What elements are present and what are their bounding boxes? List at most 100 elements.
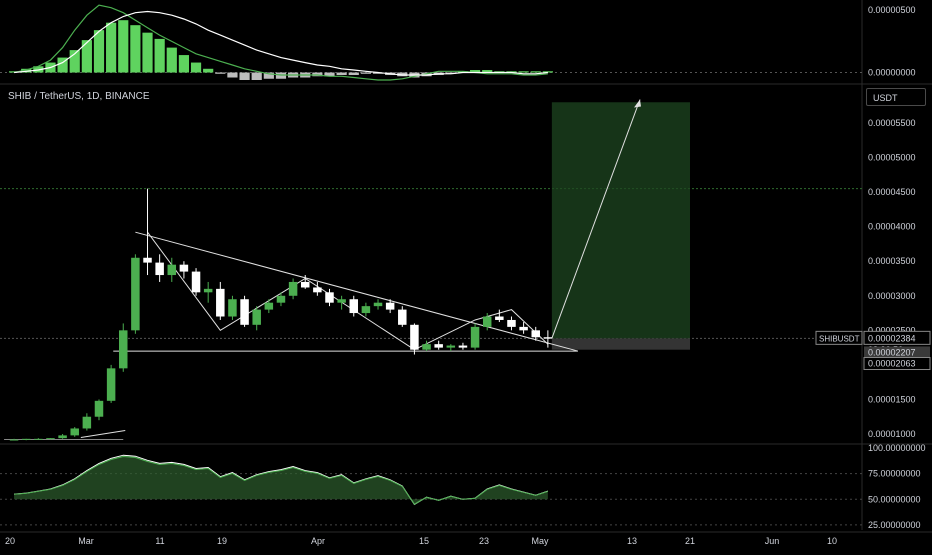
- price-tick-label: 0.00003500: [868, 256, 916, 266]
- x-axis-label: Mar: [78, 536, 94, 546]
- x-axis-label: 13: [627, 536, 637, 546]
- rsi-tick-label: 75.00000000: [868, 469, 921, 479]
- macd-histogram-bar: [348, 72, 359, 76]
- x-axis-label: 20: [5, 536, 15, 546]
- candle-body: [410, 324, 419, 350]
- x-axis-label: 23: [479, 536, 489, 546]
- macd-histogram-bar: [118, 20, 129, 73]
- macd-histogram-bar: [542, 71, 553, 73]
- price-tick-label: 0.00005000: [868, 153, 916, 163]
- candle-body: [422, 344, 431, 350]
- symbol-label: SHIBUSDT: [819, 334, 860, 343]
- candle-body: [179, 264, 189, 272]
- candle-body: [21, 438, 31, 440]
- symbol-title: SHIB / TetherUS, 1D, BINANCE: [8, 91, 150, 102]
- candle-body: [167, 264, 177, 276]
- level-2-box: [863, 357, 931, 371]
- x-axis-label: May: [531, 536, 549, 546]
- macd-histogram-bar: [69, 50, 80, 73]
- candle-body: [9, 439, 19, 441]
- candle-body: [313, 287, 322, 293]
- price-tick-label: 0.00004000: [868, 222, 916, 232]
- candle-body: [325, 292, 334, 303]
- candle-body: [531, 330, 540, 338]
- candle-body: [106, 368, 116, 401]
- macd-histogram-bar: [178, 55, 190, 73]
- x-axis-label: 11: [155, 536, 164, 546]
- rsi-tick-label: 50.00000000: [868, 494, 921, 504]
- macd-histogram-bar: [336, 72, 347, 76]
- macd-histogram-bar: [263, 72, 274, 79]
- rsi-area: [14, 455, 548, 505]
- last-price-label: 0.00002384: [868, 333, 916, 343]
- candle-body: [276, 295, 286, 303]
- candle-body: [240, 299, 249, 325]
- macd-histogram-bar: [93, 30, 105, 73]
- macd-histogram-bar: [190, 62, 202, 73]
- stop-zone: [551, 338, 690, 350]
- candle-body: [458, 345, 468, 348]
- candle-body: [288, 281, 298, 296]
- projection-arrowhead: [634, 99, 641, 108]
- currency-selector[interactable]: USDT: [866, 88, 926, 106]
- macd-histogram-bar: [106, 22, 117, 73]
- candle-body: [446, 345, 456, 348]
- candle-body: [58, 435, 67, 439]
- candle-body: [119, 330, 128, 369]
- price-tick-label: 0.00002500: [868, 325, 916, 335]
- macd-signal-line: [14, 10, 548, 76]
- macd-histogram-bar: [445, 72, 456, 74]
- candle-body: [398, 309, 407, 325]
- candle-body: [191, 271, 201, 293]
- x-axis-label: Jun: [765, 536, 780, 546]
- x-axis-label: 10: [827, 536, 837, 546]
- macd-histogram-bar: [251, 72, 262, 80]
- candle-body: [470, 326, 480, 348]
- rsi-tick-label: 25.00000000: [868, 520, 921, 530]
- candle-body: [82, 416, 92, 429]
- price-tick-label: 0.00003000: [868, 291, 916, 301]
- macd-histogram-bar: [215, 72, 226, 74]
- candle-body: [300, 281, 310, 288]
- x-axis-label: Apr: [311, 536, 325, 546]
- candle-body: [155, 262, 164, 276]
- breakout-trendline: [80, 430, 126, 438]
- macd-histogram-bar: [81, 40, 92, 73]
- candle-body: [94, 400, 104, 417]
- candle-body: [361, 306, 371, 314]
- macd-histogram-bar: [154, 38, 165, 73]
- price-tick-label: 0.00004500: [868, 187, 916, 197]
- macd-line: [13, 4, 548, 81]
- candle-body: [34, 438, 43, 440]
- candle-body: [131, 257, 140, 331]
- macd-histogram-bar: [203, 68, 214, 73]
- macd-histogram-bar: [530, 71, 541, 73]
- candle-body: [373, 302, 383, 307]
- x-axis-label: 15: [419, 536, 429, 546]
- macd-histogram-bar: [324, 72, 335, 77]
- candle-body: [216, 288, 225, 317]
- candle-body: [519, 326, 528, 331]
- candle-body: [349, 299, 359, 314]
- macd-histogram-bar: [482, 70, 493, 73]
- macd-tick-label: 0.00000000: [868, 68, 916, 78]
- rsi-tick-label: 100.00000000: [868, 443, 926, 453]
- candle-body: [252, 309, 261, 325]
- symbol-label-box: [815, 330, 863, 345]
- macd-histogram-bar: [227, 72, 238, 78]
- macd-histogram-bar: [166, 47, 177, 73]
- candle-body: [143, 257, 152, 263]
- level-1-box: [864, 346, 930, 359]
- macd-histogram-bar: [239, 72, 250, 80]
- candle-body: [46, 438, 55, 440]
- macd-histogram-bar: [312, 72, 323, 77]
- macd-histogram-bar: [372, 72, 384, 74]
- candle-body: [543, 337, 553, 339]
- x-axis-label: 19: [217, 536, 227, 546]
- macd-histogram-bar: [397, 72, 408, 77]
- macd-histogram-bar: [469, 70, 481, 73]
- level-1-label: 0.00002207: [868, 347, 916, 357]
- macd-histogram-bar: [130, 25, 141, 73]
